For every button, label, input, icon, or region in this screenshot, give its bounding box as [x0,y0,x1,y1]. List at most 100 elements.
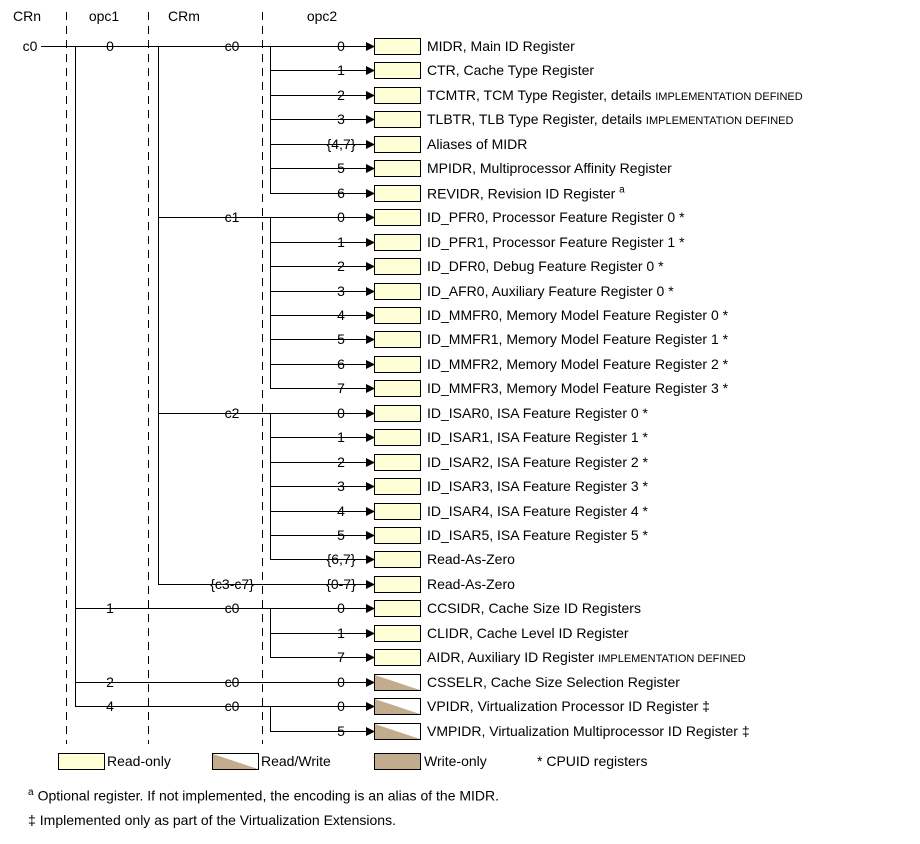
arrowhead-icon [366,458,375,467]
arrowhead-icon [366,409,375,418]
register-box-ro [374,625,421,642]
opc2-value: 7 [337,380,345,396]
register-box-ro [374,331,421,348]
footnote-marker-a: a [28,787,34,798]
register-box-ro [374,576,421,593]
footnote-text: Implemented only as part of the Virtuali… [39,812,396,828]
register-box-ro [374,62,421,79]
opc2-value: {4,7} [326,136,356,152]
register-box-ro [374,380,421,397]
register-label: ID_ISAR5, ISA Feature Register 5 * [427,527,648,543]
arrowhead-icon [366,678,375,687]
register-box-ro [374,160,421,177]
arrowhead-icon [366,507,375,516]
register-label: VPIDR, Virtualization Processor ID Regis… [427,698,710,714]
opc2-value: 5 [337,160,345,176]
legend-label: Read/Write [261,753,331,769]
register-box-rw [374,698,421,715]
register-label: VMPIDR, Virtualization Multiprocessor ID… [427,723,750,739]
opc2-value: 1 [337,625,345,641]
register-box-ro [374,454,421,471]
arrowhead-icon [366,580,375,589]
opc2-value: 2 [337,258,345,274]
arrowhead-icon [366,91,375,100]
opc2-value: 6 [337,185,345,201]
arrowhead-icon [366,727,375,736]
arrowhead-icon [366,164,375,173]
register-box-ro [374,649,421,666]
implementation-defined-text: IMPLEMENTATION DEFINED [598,653,746,665]
register-label: ID_MMFR0, Memory Model Feature Register … [427,307,729,323]
register-label: ID_ISAR3, ISA Feature Register 3 * [427,478,648,494]
arrowhead-icon [366,335,375,344]
footnote-marker-dagger: ‡ [28,812,36,828]
register-label: Aliases of MIDR [427,136,528,152]
column-header-opc2: opc2 [306,8,338,24]
arrowhead-icon [366,702,375,711]
register-box-ro [374,503,421,520]
register-label: ID_ISAR4, ISA Feature Register 4 * [427,503,648,519]
register-box-ro [374,258,421,275]
register-label: ID_MMFR2, Memory Model Feature Register … [427,356,729,372]
opc2-value: 4 [337,503,345,519]
opc1-value: 0 [106,38,114,54]
crm-value: c2 [224,405,240,421]
legend-note-cpuid: * CPUID registers [537,753,648,769]
register-box-ro [374,283,421,300]
column-header-crn: CRn [12,8,42,24]
opc2-value: 1 [337,62,345,78]
opc2-value: {0-7} [326,576,356,592]
arrowhead-icon [366,262,375,271]
register-box-ro [374,185,421,202]
register-box-ro [374,111,421,128]
column-header-crm: CRm [168,8,200,24]
crm-value: c0 [224,698,240,714]
opc2-value: 1 [337,429,345,445]
arrowhead-icon [366,115,375,124]
footnote-virtualization: ‡ Implemented only as part of the Virtual… [28,812,396,828]
arrowhead-icon [366,482,375,491]
legend-box-rw [212,753,259,770]
opc2-value: 5 [337,723,345,739]
register-label: CLIDR, Cache Level ID Register [427,625,629,641]
register-box-ro [374,234,421,251]
arrowhead-icon [366,189,375,198]
arrowhead-icon [366,140,375,149]
crm-value: c1 [224,209,240,225]
arrowhead-icon [366,629,375,638]
opc2-value: 7 [337,649,345,665]
arrowhead-icon [366,604,375,613]
register-label: ID_ISAR0, ISA Feature Register 0 * [427,405,648,421]
register-label: REVIDR, Revision ID Register a [427,184,625,202]
opc2-value: 0 [337,209,345,225]
implementation-defined-text: IMPLEMENTATION DEFINED [645,115,794,127]
opc2-value: 5 [337,527,345,543]
register-box-ro [374,136,421,153]
legend-box-wo [374,753,421,770]
register-label: TLBTR, TLB Type Register, details IMPLEM… [427,111,794,127]
opc2-value: 5 [337,331,345,347]
register-label: TCMTR, TCM Type Register, details IMPLEM… [427,87,803,103]
crm-value: c0 [224,38,240,54]
crm-value: c0 [224,674,240,690]
crm-value: {c3-c7} [210,576,254,592]
arrowhead-icon [366,360,375,369]
footnote-optional-register: a Optional register. If not implemented, … [28,787,499,804]
register-label: MIDR, Main ID Register [427,38,575,54]
opc2-value: 0 [337,405,345,421]
crm-value: c0 [224,600,240,616]
register-box-ro [374,209,421,226]
register-box-ro [374,87,421,104]
register-label: MPIDR, Multiprocessor Affinity Register [427,160,672,176]
register-label: CSSELR, Cache Size Selection Register [427,674,680,690]
arrowhead-icon [366,311,375,320]
register-label: Read-As-Zero [427,551,515,567]
arrowhead-icon [366,287,375,296]
opc2-value: 2 [337,87,345,103]
arrowhead-icon [366,213,375,222]
register-box-ro [374,405,421,422]
column-header-opc1: opc1 [88,8,120,24]
register-box-ro [374,429,421,446]
